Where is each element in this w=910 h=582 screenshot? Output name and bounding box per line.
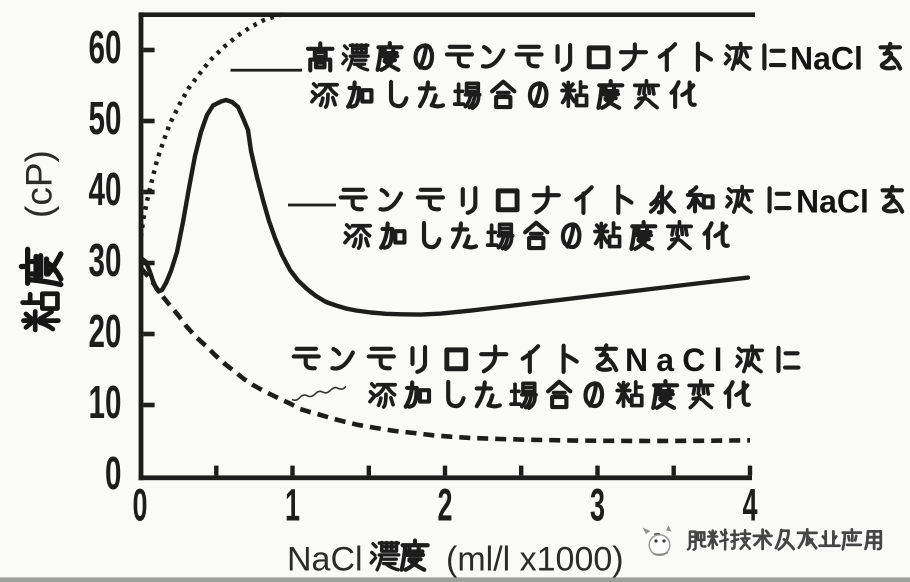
- svg-text:10: 10: [89, 378, 122, 429]
- svg-text:30: 30: [89, 236, 122, 287]
- svg-text:NaCl: NaCl: [796, 184, 869, 220]
- svg-text:0: 0: [105, 449, 121, 500]
- svg-text:NaCl: NaCl: [287, 541, 363, 579]
- svg-text:NaCl: NaCl: [625, 342, 731, 378]
- svg-text:50: 50: [89, 94, 122, 145]
- svg-text:3: 3: [590, 479, 605, 530]
- svg-text:(ml/l x1000): (ml/l x1000): [446, 541, 624, 579]
- svg-text:60: 60: [89, 23, 122, 74]
- svg-text:(cP): (cP): [19, 150, 60, 218]
- svg-text:NaCl: NaCl: [790, 41, 863, 77]
- svg-text:2: 2: [437, 479, 452, 530]
- svg-text:1: 1: [285, 479, 300, 530]
- svg-text:4: 4: [742, 479, 757, 530]
- svg-text:20: 20: [89, 307, 122, 358]
- svg-text:0: 0: [132, 479, 147, 530]
- svg-text:40: 40: [89, 165, 122, 216]
